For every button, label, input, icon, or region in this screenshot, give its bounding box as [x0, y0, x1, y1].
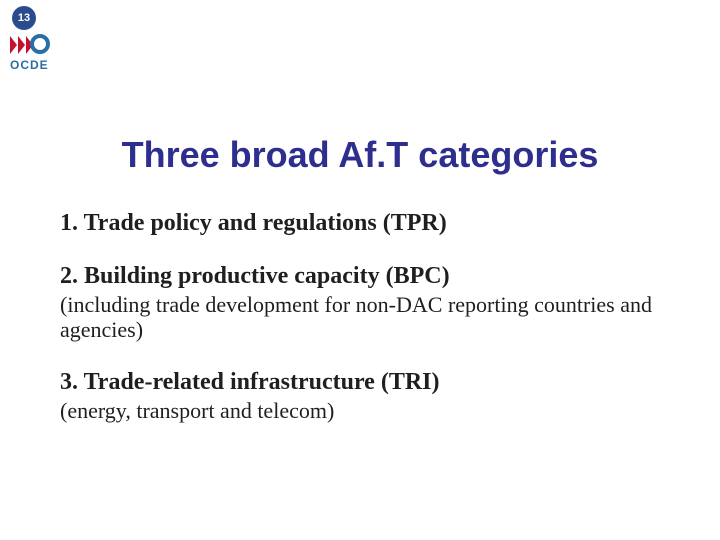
- list-item: 1. Trade policy and regulations (TPR): [60, 210, 660, 237]
- slide-title: Three broad Af.T categories: [0, 134, 720, 176]
- slide: { "page_number": "13", "badge": { "bg": …: [0, 0, 720, 540]
- slide-body: 1. Trade policy and regulations (TPR) 2.…: [60, 210, 660, 427]
- item-heading: 3. Trade-related infrastructure (TRI): [60, 369, 660, 396]
- list-item: 2. Building productive capacity (BPC) (i…: [60, 263, 660, 343]
- logo-ring-icon: [30, 34, 50, 54]
- item-subtext: (energy, transport and telecom): [60, 398, 660, 423]
- ocde-logo: OCDE: [6, 34, 54, 78]
- logo-chevrons: [10, 36, 30, 59]
- page-number: 13: [18, 12, 30, 24]
- logo-text: OCDE: [10, 58, 49, 72]
- list-item: 3. Trade-related infrastructure (TRI) (e…: [60, 369, 660, 423]
- chevron-icon: [10, 36, 17, 54]
- item-subtext: (including trade development for non-DAC…: [60, 292, 660, 343]
- item-heading: 2. Building productive capacity (BPC): [60, 263, 660, 290]
- page-number-badge: 13: [12, 6, 36, 30]
- item-heading: 1. Trade policy and regulations (TPR): [60, 210, 660, 237]
- chevron-icon: [18, 36, 25, 54]
